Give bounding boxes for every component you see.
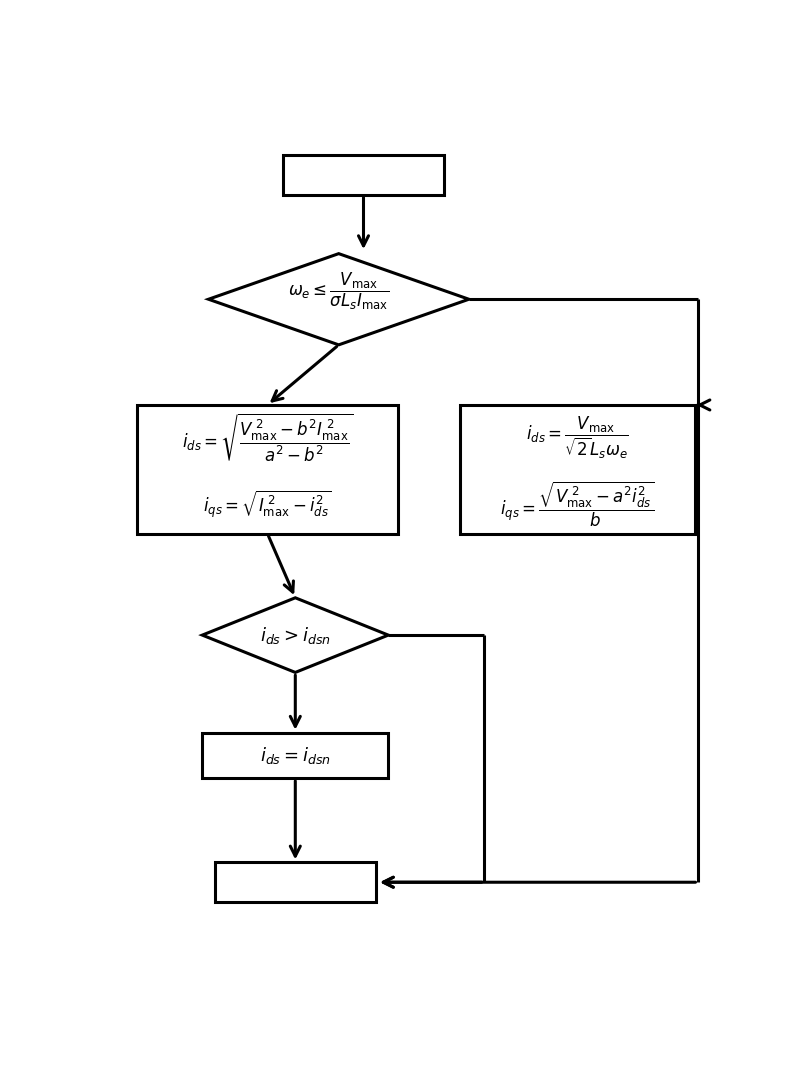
Text: $i_{ds}=\dfrac{V_{\mathrm{max}}}{\sqrt{2}L_s\omega_e}$: $i_{ds}=\dfrac{V_{\mathrm{max}}}{\sqrt{2… [526,415,629,461]
FancyBboxPatch shape [202,732,388,779]
Text: $i_{qs}=\dfrac{\sqrt{V_{\mathrm{max}}^{\ 2}-a^2 i_{ds}^2}}{b}$: $i_{qs}=\dfrac{\sqrt{V_{\mathrm{max}}^{\… [500,479,654,529]
FancyBboxPatch shape [214,863,376,903]
Text: $i_{ds}>i_{dsn}$: $i_{ds}>i_{dsn}$ [260,625,330,645]
FancyBboxPatch shape [138,405,398,533]
Text: $i_{ds}=i_{dsn}$: $i_{ds}=i_{dsn}$ [260,745,330,766]
Text: $i_{qs}=\sqrt{I_{\mathrm{max}}^{\ 2}-i_{ds}^2}$: $i_{qs}=\sqrt{I_{\mathrm{max}}^{\ 2}-i_{… [203,489,332,520]
Text: $\omega_e \leq \dfrac{V_{\mathrm{max}}}{\sigma L_s I_{\mathrm{max}}}$: $\omega_e \leq \dfrac{V_{\mathrm{max}}}{… [288,270,390,311]
FancyBboxPatch shape [283,155,444,195]
Text: $i_{ds}=\sqrt{\dfrac{V_{\mathrm{max}}^{\ 2}-b^2 I_{\mathrm{max}}^{\ 2}}{a^2-b^2}: $i_{ds}=\sqrt{\dfrac{V_{\mathrm{max}}^{\… [182,411,353,464]
FancyBboxPatch shape [459,405,695,533]
Polygon shape [202,598,388,672]
Polygon shape [209,253,469,345]
